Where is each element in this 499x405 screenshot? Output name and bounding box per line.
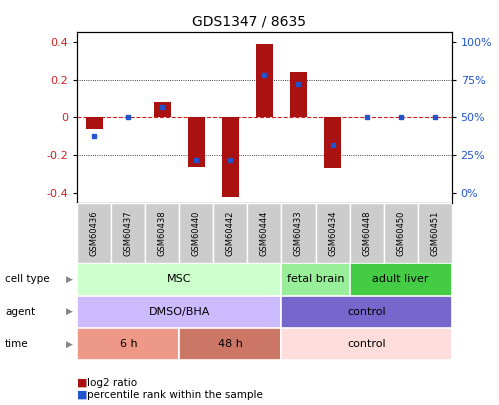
Text: GSM60437: GSM60437 xyxy=(124,210,133,256)
Text: percentile rank within the sample: percentile rank within the sample xyxy=(87,390,263,400)
Text: ▶: ▶ xyxy=(65,307,72,316)
Bar xyxy=(349,202,384,263)
Bar xyxy=(77,263,281,296)
Bar xyxy=(281,328,452,360)
Text: adult liver: adult liver xyxy=(372,275,429,284)
Bar xyxy=(77,328,180,360)
Bar xyxy=(77,296,281,328)
Text: GSM60442: GSM60442 xyxy=(226,210,235,256)
Bar xyxy=(281,263,349,296)
Bar xyxy=(180,202,214,263)
Text: log2 ratio: log2 ratio xyxy=(87,378,137,388)
Bar xyxy=(418,202,452,263)
Bar xyxy=(188,117,205,166)
Text: 48 h: 48 h xyxy=(218,339,243,349)
Text: GSM60436: GSM60436 xyxy=(90,210,99,256)
Bar xyxy=(281,296,452,328)
Text: control: control xyxy=(347,307,386,317)
Text: GSM60451: GSM60451 xyxy=(430,210,439,256)
Text: control: control xyxy=(347,339,386,349)
Text: 6 h: 6 h xyxy=(120,339,137,349)
Bar xyxy=(77,202,111,263)
Bar xyxy=(111,202,145,263)
Text: DMSO/BHA: DMSO/BHA xyxy=(149,307,210,317)
Bar xyxy=(281,202,315,263)
Text: GSM60438: GSM60438 xyxy=(158,210,167,256)
Text: ▶: ▶ xyxy=(65,275,72,284)
Bar xyxy=(214,202,248,263)
Bar xyxy=(180,328,281,360)
Text: cell type: cell type xyxy=(5,275,49,284)
Text: GDS1347 / 8635: GDS1347 / 8635 xyxy=(193,14,306,28)
Text: GSM60444: GSM60444 xyxy=(260,210,269,256)
Text: GSM60450: GSM60450 xyxy=(396,210,405,256)
Text: GSM60434: GSM60434 xyxy=(328,210,337,256)
Text: GSM60433: GSM60433 xyxy=(294,210,303,256)
Bar xyxy=(324,117,341,168)
Bar xyxy=(349,263,452,296)
Bar xyxy=(86,117,103,129)
Bar xyxy=(315,202,349,263)
Bar xyxy=(222,117,239,197)
Text: ■: ■ xyxy=(77,390,88,400)
Text: time: time xyxy=(5,339,28,349)
Bar xyxy=(290,72,307,117)
Bar xyxy=(154,102,171,117)
Text: GSM60440: GSM60440 xyxy=(192,210,201,256)
Bar xyxy=(256,44,273,117)
Bar xyxy=(145,202,180,263)
Text: agent: agent xyxy=(5,307,35,317)
Text: ▶: ▶ xyxy=(65,340,72,349)
Bar xyxy=(248,202,281,263)
Text: fetal brain: fetal brain xyxy=(287,275,344,284)
Bar xyxy=(384,202,418,263)
Text: MSC: MSC xyxy=(167,275,192,284)
Text: ■: ■ xyxy=(77,378,88,388)
Text: GSM60448: GSM60448 xyxy=(362,210,371,256)
